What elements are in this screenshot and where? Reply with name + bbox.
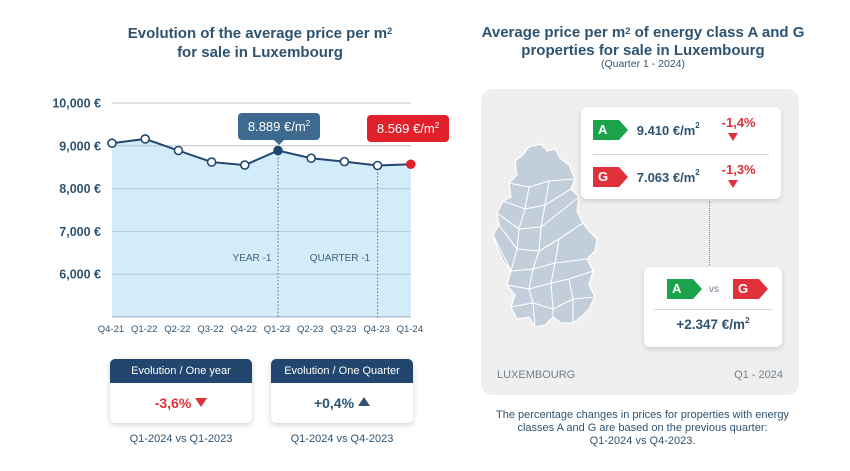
class-g-change: -1,3% xyxy=(722,162,771,192)
x-tick-label: Q1-22 xyxy=(131,324,157,335)
evolution-card-value: +0,4% xyxy=(271,383,413,423)
price-difference: +2.347 €/m2 xyxy=(676,315,750,332)
divider xyxy=(593,154,769,155)
energy-class-a-badge: A xyxy=(593,120,628,140)
x-tick-label: Q1-24 xyxy=(397,324,423,335)
class-a-change: -1,4% xyxy=(722,115,771,145)
annotation-label: 8.889 €/m2 xyxy=(248,119,311,134)
luxembourg-map xyxy=(492,143,598,328)
evolution-card-header: Evolution / One Quarter xyxy=(271,359,413,383)
x-tick-label: Q3-22 xyxy=(197,324,223,335)
evolution-card-caption: Q1-2024 vs Q1-2023 xyxy=(129,433,233,445)
chart-point xyxy=(206,157,217,167)
marker-label: QUARTER -1 xyxy=(310,253,371,264)
chart-point xyxy=(107,138,117,149)
x-tick-label: Q3-23 xyxy=(330,324,356,335)
left-chart-title: Evolution of the average price per m2 fo… xyxy=(127,25,393,61)
evolution-card-year: Evolution / One year -3,6% xyxy=(110,359,252,423)
energy-class-a-badge: A xyxy=(667,279,702,299)
vs-label: vs xyxy=(709,283,719,295)
marker-label: YEAR -1 xyxy=(233,253,272,264)
energy-class-g-badge: G xyxy=(593,167,628,187)
period-label: Q1 - 2024 xyxy=(734,369,783,381)
y-tick-label: 6,000 € xyxy=(59,268,101,282)
annotation-label: 8.569 €/m2 xyxy=(377,121,440,136)
class-a-price: 9.410 €/m2 xyxy=(636,120,700,138)
annotation-pointer xyxy=(274,140,284,145)
evolution-card-quarter: Evolution / One Quarter +0,4% xyxy=(271,359,413,423)
chart-point xyxy=(240,160,250,170)
y-tick-label: 7,000 € xyxy=(59,225,101,239)
x-tick-label: Q4-23 xyxy=(363,324,389,335)
x-tick-label: Q4-22 xyxy=(231,324,257,335)
chart-area-fill xyxy=(112,138,411,317)
luxembourg-map-districts xyxy=(492,178,596,328)
chart-point xyxy=(306,153,317,164)
x-tick-label: Q2-23 xyxy=(297,324,323,335)
x-tick-label: Q1-23 xyxy=(264,324,290,335)
chart-point xyxy=(140,134,150,144)
divider xyxy=(654,309,772,310)
y-tick-label: 10,000 € xyxy=(52,97,101,111)
chart-point xyxy=(405,159,416,170)
chart-series-line xyxy=(111,137,411,167)
y-tick-label: 9,000 € xyxy=(59,139,101,153)
map-label: LUXEMBOURG xyxy=(497,369,576,381)
comparison-row: A vs G xyxy=(644,279,782,299)
class-a-row: A 9.410 €/m2 -1,4% xyxy=(593,115,771,145)
right-panel-subtitle: (Quarter 1 - 2024) xyxy=(600,58,686,70)
class-prices-card: A 9.410 €/m2 -1,4% G 7.063 €/m2 -1,3% xyxy=(581,107,781,199)
x-tick-label: Q4-21 xyxy=(98,324,124,335)
price-evolution-chart: 6,000 € 7,000 € 8,000 € 9,000 € 10,000 € YEAR… xyxy=(52,97,449,335)
chart-point xyxy=(273,145,283,156)
arrow-down-icon xyxy=(727,133,738,141)
arrow-up-icon xyxy=(358,397,371,406)
class-g-row: G 7.063 €/m2 -1,3% xyxy=(593,162,771,192)
annotation-box xyxy=(238,113,320,140)
energy-class-panel: A 9.410 €/m2 -1,4% G 7.063 €/m2 -1,3% A … xyxy=(481,89,799,395)
class-g-price: 7.063 €/m2 xyxy=(636,167,700,185)
chart-point xyxy=(173,145,184,156)
class-comparison-card: A vs G +2.347 €/m2 xyxy=(644,267,782,347)
energy-class-g-badge: G xyxy=(733,279,768,299)
evolution-card-header: Evolution / One year xyxy=(110,359,252,383)
footnote: The percentage changes in prices for pro… xyxy=(496,409,789,447)
evolution-card-caption: Q1-2024 vs Q4-2023 xyxy=(290,433,394,445)
chart-point xyxy=(339,156,350,167)
x-tick-label: Q2-22 xyxy=(164,324,190,335)
chart-point xyxy=(372,160,383,171)
annotation-box xyxy=(367,115,449,142)
arrow-down-icon xyxy=(195,398,208,407)
evolution-card-value: -3,6% xyxy=(110,383,252,423)
y-tick-label: 8,000 € xyxy=(59,182,101,196)
arrow-down-icon xyxy=(727,180,738,188)
right-panel-title: Average price per m2 of energy class A a… xyxy=(481,24,805,59)
connector-line xyxy=(709,201,710,265)
